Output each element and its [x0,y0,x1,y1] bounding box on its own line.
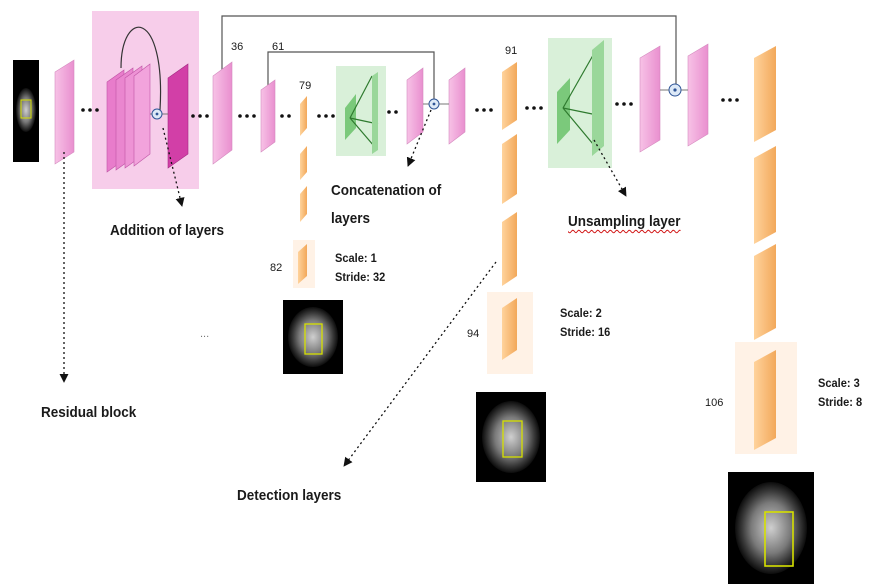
layer-36 [212,61,233,165]
upsampling-label: Unsampling layer [568,213,681,230]
addition-label: Addition of layers [110,222,225,239]
sum-node-dot-2 [673,88,677,92]
orange-layer-106a [754,46,776,142]
orange-layer-79c [300,186,307,222]
layer-number-82: 82 [270,262,283,274]
layer-number-94: 94 [467,328,480,340]
layer-number-79: 79 [299,80,312,92]
input-mri-image [13,60,39,162]
ellipsis-dots [81,98,739,118]
detection-arrow [343,261,497,467]
orange-layer-91a [502,62,517,130]
skip-connection-61 [267,51,435,100]
layer-61 [260,79,276,153]
stride3-label: Stride: 8 [818,395,863,409]
concatenation-label-line2: layers [331,210,371,227]
concat-highlight [336,66,386,156]
stride1-label: Stride: 32 [335,270,386,284]
detection-layers-label: Detection layers [237,487,342,504]
concat-arrow [406,109,432,167]
orange-layer-94 [502,298,517,360]
orange-layer-106b [754,146,776,244]
orange-layer-79b [300,146,307,180]
residual-layer [54,59,75,165]
orange-layer-82 [298,244,307,284]
pink-layer-c [639,45,661,153]
upsample-arrow [593,139,627,197]
layer-number-106: 106 [705,397,724,409]
output-mri-scale1 [283,300,343,374]
output-mri-scale3 [728,472,814,584]
orange-layer-79 [300,96,307,136]
skip-connection-long [221,15,677,90]
layer-number-36: 36 [231,41,244,53]
ellipsis-text: ... [200,328,210,340]
pink-layer-b [448,67,466,145]
concat-node-dot [432,102,436,106]
pink-layer-a [406,67,424,145]
sum-node-dot [155,112,159,116]
layer-number-61: 61 [272,41,285,53]
scale1-label: Scale: 1 [335,251,377,265]
scale3-label: Scale: 3 [818,376,860,390]
orange-layer-91b [502,134,517,204]
output-mri-scale2 [476,392,546,482]
addition-arrow [162,127,185,207]
scale2-label: Scale: 2 [560,306,602,320]
residual-block-label: Residual block [41,404,137,421]
concatenation-label-line1: Concatenation of [331,182,442,199]
orange-layer-106c [754,244,776,340]
orange-layer-91c [502,212,517,286]
stride2-label: Stride: 16 [560,325,611,339]
magenta-layer [167,63,189,169]
orange-layer-106d [754,350,776,450]
addition-arc [120,26,162,111]
layer-number-91: 91 [505,45,518,57]
concat-upsample-shape [345,72,379,154]
pink-layer-d [687,43,709,147]
stack-layer-4 [133,63,151,167]
upsampling-shape [557,40,604,156]
